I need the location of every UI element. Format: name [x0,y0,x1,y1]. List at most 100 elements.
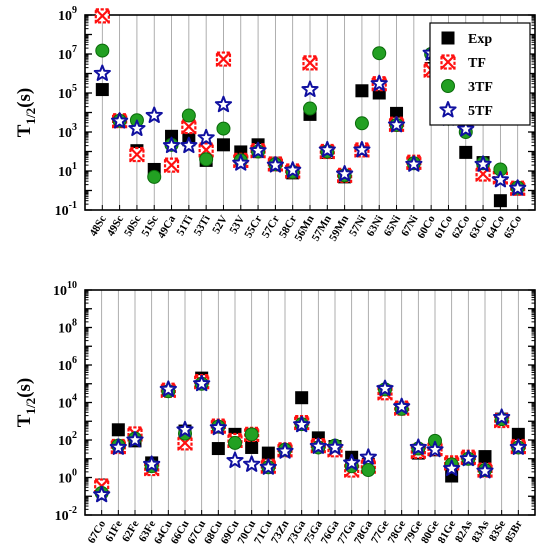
point-exp-57ni [355,84,369,98]
point-5tf-78ge [393,397,411,415]
legend-label-tf: TF [468,56,486,71]
point-exp-71cu [261,446,275,460]
point-5tf-53v [232,154,250,171]
y-tick-exponent: -1 [69,200,77,211]
category-label-65ni: 65Ni [382,214,403,239]
point-5tf-77ga [343,453,361,471]
y-tick-label: 10-2 [55,505,77,524]
point-3tf-51sc [147,169,162,184]
y-tick-exponent: 3 [72,122,77,133]
legend-marker-exp [441,31,455,45]
point-5tf-55cr [249,141,267,159]
point-3tf-48sc [95,43,110,58]
category-label-53ti: 53Ti [192,214,213,238]
point-5tf-78ga [359,448,377,465]
point-5tf-83as [476,462,494,479]
point-5tf-63co [474,155,492,172]
y-tick-exponent: 2 [72,430,77,441]
y-tick-base: 10 [55,204,69,219]
point-exp-68cu [211,442,225,456]
category-label-49sc: 49Sc [105,213,126,238]
point-5tf-67ni [405,155,423,172]
y-axis-label: T1/2(s) [14,378,38,427]
point-5tf-68cu [209,418,227,436]
y-tick-base: 10 [58,48,72,63]
point-5tf-67co [93,485,111,503]
point-5tf-80ge [426,440,444,458]
y-tick-label: 107 [58,44,77,63]
top-chart-panel: 10-110110310510710948Sc49Sc50Sc51Sc49Ca5… [14,5,536,243]
point-tf-52v [215,51,232,67]
point-tf-56mn [302,55,318,71]
point-5tf-83se [493,408,511,425]
y-tick-label: 1010 [53,280,77,299]
legend-label-5tf: 5TF [468,104,493,119]
category-label-81ge: 81Ge [436,518,459,545]
point-exp-61fe [111,423,125,437]
point-5tf-52v [214,95,233,113]
point-exp-48sc [95,83,109,97]
point-5tf-56mn [301,80,319,98]
legend-label-exp: Exp [468,32,492,47]
point-5tf-77ge [376,379,394,397]
category-label-52v: 52V [210,213,230,235]
point-5tf-75ga [309,437,327,454]
point-exp-62co [459,145,473,159]
legend-marker-5tf [439,101,457,118]
point-5tf-57cr [266,156,284,173]
y-tick-base: 10 [53,284,67,299]
y-tick-exponent: 8 [72,318,77,329]
point-3tf-57ni [354,116,369,131]
y-tick-label: 105 [58,83,77,102]
point-5tf-51ti [180,136,198,154]
y-tick-label: 103 [58,122,77,141]
y-tick-exponent: 10 [67,280,77,291]
y-tick-exponent: 6 [72,355,77,366]
point-5tf-51sc [145,106,163,123]
point-5tf-73ga [293,415,311,433]
y-tick-base: 10 [58,359,72,374]
y-tick-exponent: 0 [72,468,77,479]
point-5tf-61fe [109,438,127,455]
y-tick-base: 10 [58,165,72,180]
y-tick-base: 10 [58,9,72,24]
category-label-51ti: 51Ti [174,214,195,238]
point-5tf-81ge [443,459,461,477]
point-5tf-62fe [126,431,144,448]
y-tick-base: 10 [58,126,72,141]
y-tick-label: 108 [58,318,77,337]
legend-marker-3tf [441,79,455,93]
point-3tf-70cu [244,427,259,442]
point-5tf-70cu [243,455,261,472]
point-5tf-69cu [226,451,244,469]
point-5tf-57ni [353,140,371,158]
point-5tf-53ti [197,128,215,146]
point-tf-49ca [163,157,180,173]
y-tick-label: 10-1 [55,200,77,219]
point-5tf-65ni [387,115,406,133]
y-tick-label: 109 [58,5,77,24]
y-axis-label: T1/2(s) [14,88,38,137]
point-exp-52v [216,138,230,152]
y-tick-exponent: 7 [72,44,77,55]
category-label-57ni: 57Ni [347,214,368,239]
category-label-49ca: 49Ca [156,213,179,241]
point-5tf-71cu [259,458,277,475]
point-5tf-66cu [176,420,194,438]
point-5tf-85br [509,438,527,455]
point-5tf-57mn [318,140,336,158]
y-tick-label: 102 [58,430,77,449]
point-exp-64co [493,194,507,208]
point-3tf-53ti [199,152,214,167]
y-tick-label: 100 [58,468,77,487]
point-5tf-82as [459,449,477,467]
point-3tf-78ga [361,463,376,478]
point-5tf-49ca [162,136,181,154]
y-tick-label: 106 [58,355,77,374]
point-5tf-63fe [143,455,161,472]
point-5tf-62co [457,120,475,137]
point-exp-73ga [295,391,309,405]
point-3tf-69cu [228,435,242,450]
point-5tf-65co [509,179,527,196]
